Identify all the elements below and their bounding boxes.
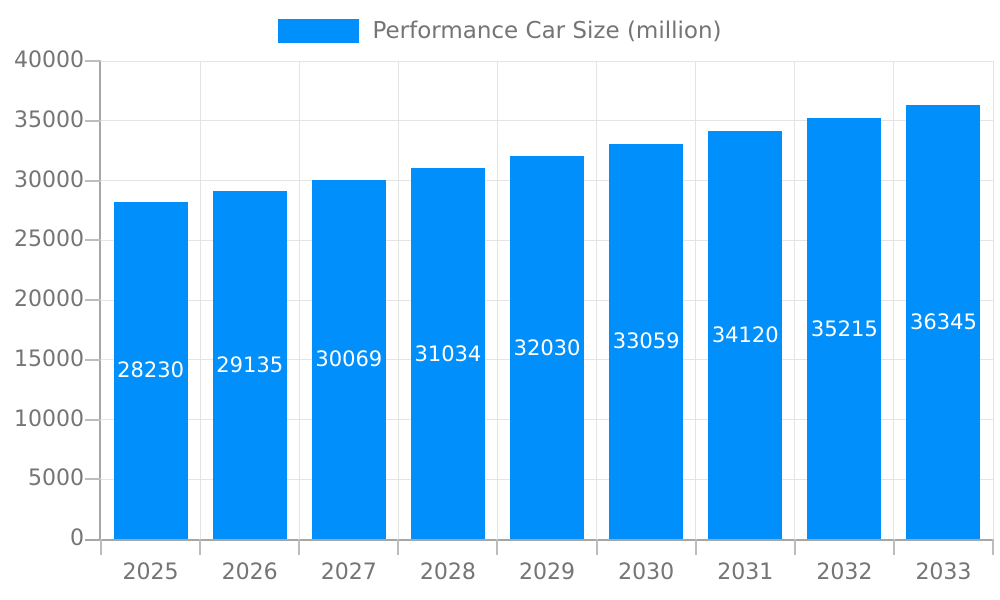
- y-axis-label: 35000: [14, 107, 84, 133]
- x-axis-label: 2030: [618, 560, 675, 585]
- x-tick: [100, 539, 102, 555]
- y-axis-label: 40000: [14, 48, 84, 73]
- gridline-x: [992, 61, 994, 539]
- gridline-x: [298, 61, 300, 539]
- gridline-x: [199, 61, 201, 539]
- bar-value-label: 35215: [810, 316, 878, 341]
- legend-label: Performance Car Size (million): [372, 18, 722, 44]
- bar-value-label: 29135: [216, 352, 284, 377]
- y-axis-label: 30000: [14, 167, 84, 193]
- x-tick: [992, 539, 994, 555]
- bar-value-label: 31034: [414, 341, 482, 366]
- x-tick: [793, 539, 796, 555]
- bar-2028[interactable]: 31034: [410, 168, 485, 539]
- y-tick: [85, 299, 101, 301]
- bar-value-label: 28230: [117, 358, 184, 383]
- y-axis-label: 15000: [14, 346, 84, 372]
- y-tick: [85, 60, 101, 62]
- x-tick: [496, 539, 499, 555]
- x-tick: [298, 539, 301, 555]
- y-axis-label: 10000: [14, 406, 84, 432]
- x-axis-label: 2027: [320, 560, 377, 585]
- x-tick: [199, 539, 202, 555]
- bar-2030[interactable]: 33059: [609, 143, 684, 539]
- bar-value-label: 36345: [910, 309, 977, 334]
- gridline-x: [695, 61, 697, 539]
- y-tick: [85, 119, 101, 122]
- gridline-y: [101, 60, 993, 62]
- y-tick: [85, 179, 101, 182]
- bar-2033[interactable]: 36345: [906, 104, 981, 539]
- bar-value-label: 34120: [711, 323, 779, 348]
- x-tick: [694, 539, 697, 555]
- chart-legend[interactable]: Performance Car Size (million): [0, 18, 1000, 44]
- gridline-y: [101, 120, 993, 122]
- legend-swatch: [278, 19, 360, 43]
- x-tick: [595, 539, 598, 555]
- x-tick: [397, 539, 400, 555]
- bar-2032[interactable]: 35215: [807, 118, 882, 539]
- bar-2027[interactable]: 30069: [311, 179, 386, 539]
- y-axis-label: 25000: [14, 227, 84, 253]
- x-axis-label: 2033: [915, 560, 972, 585]
- bar-2026[interactable]: 29135: [212, 190, 287, 539]
- x-axis-label: 2029: [519, 560, 575, 585]
- bar-2031[interactable]: 34120: [708, 131, 783, 539]
- gridline-x: [596, 61, 598, 539]
- bar-value-label: 32030: [513, 335, 581, 360]
- y-axis-label: 0: [70, 526, 84, 551]
- y-tick: [85, 418, 101, 421]
- x-axis-label: 2032: [816, 560, 873, 585]
- gridline-x: [893, 61, 895, 539]
- x-axis-label: 2026: [221, 560, 278, 585]
- y-tick: [85, 239, 101, 242]
- x-axis-label: 2025: [122, 560, 179, 585]
- bar-value-label: 30069: [315, 347, 383, 372]
- x-tick: [892, 539, 895, 555]
- x-axis-label: 2028: [419, 560, 476, 585]
- x-axis-line: [85, 539, 993, 541]
- y-tick: [85, 478, 101, 481]
- y-axis-label: 20000: [14, 287, 84, 312]
- bar-value-label: 33059: [612, 329, 680, 354]
- y-tick: [85, 358, 101, 361]
- bar-2029[interactable]: 32030: [510, 156, 584, 539]
- gridline-x: [397, 61, 399, 539]
- gridline-x: [794, 61, 796, 539]
- y-axis-label: 5000: [28, 466, 84, 492]
- plot-area: 28230 29135 30069 31034 32030 33059 34120 35215…: [85, 60, 994, 555]
- gridline-x: [496, 61, 498, 539]
- bar-2025[interactable]: 28230: [113, 201, 188, 539]
- x-axis-label: 2031: [717, 560, 774, 585]
